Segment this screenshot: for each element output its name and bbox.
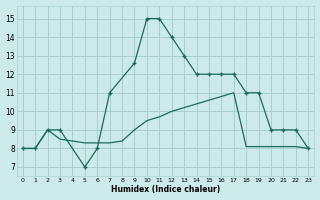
X-axis label: Humidex (Indice chaleur): Humidex (Indice chaleur) <box>111 185 220 194</box>
